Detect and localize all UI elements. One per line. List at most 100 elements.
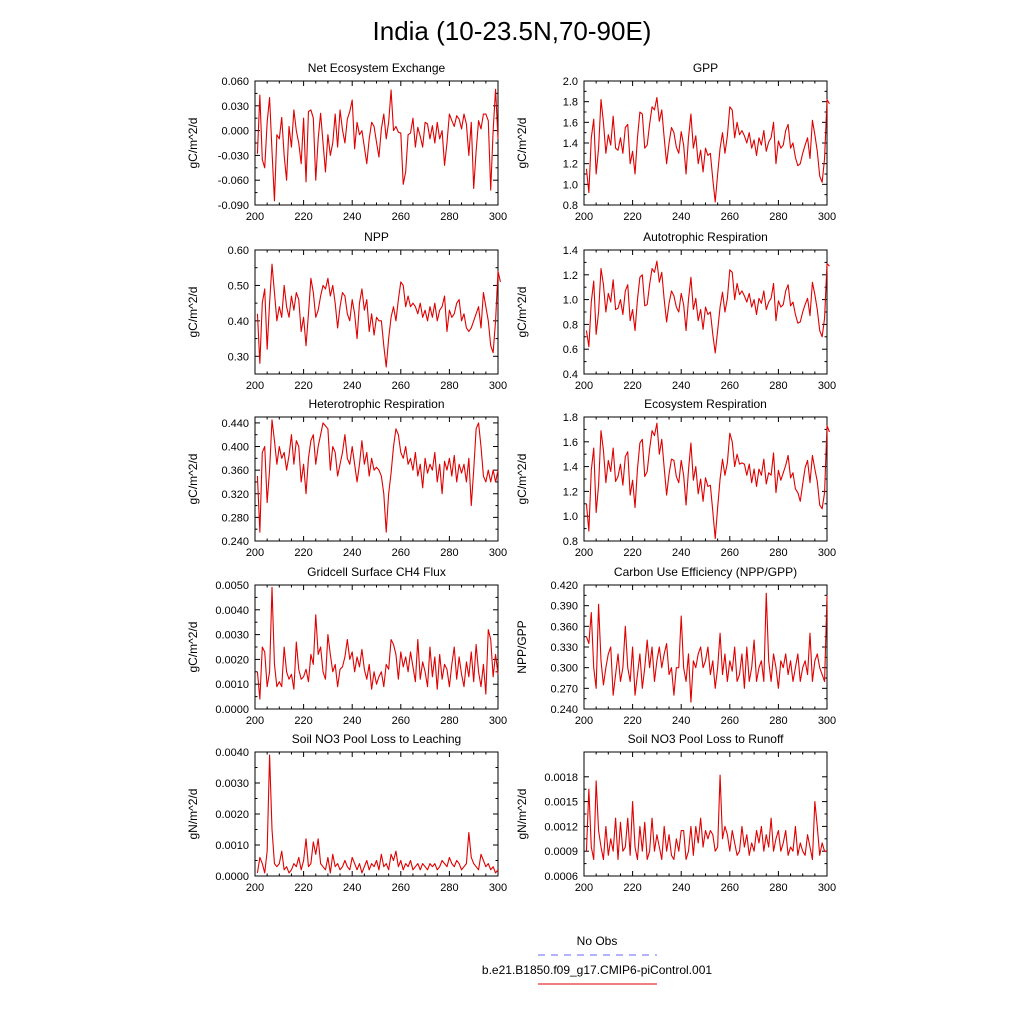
y-tick-label: 0.40: [228, 316, 249, 328]
x-tick-label: 240: [672, 882, 690, 894]
x-tick-label: 280: [440, 211, 458, 223]
y-tick-label: 0.6: [563, 344, 578, 356]
x-tick-label: 280: [440, 882, 458, 894]
x-tick-label: 300: [489, 715, 507, 727]
x-tick-label: 260: [721, 715, 739, 727]
series-line: [256, 586, 499, 700]
chart-panel: Ecosystem Respiration 200 220 240 260 280 300 0…: [515, 397, 836, 559]
y-tick-label: 0.440: [221, 418, 249, 430]
x-tick-label: 200: [575, 547, 593, 559]
series-line: [256, 419, 499, 533]
panel-title: Gridcell Surface CH4 Flux: [307, 565, 446, 579]
y-tick-label: 0.0000: [215, 704, 249, 716]
y-tick-label: 1.4: [563, 245, 578, 257]
y-tick-label: 0.240: [550, 704, 578, 716]
y-tick-label: 1.0: [563, 511, 578, 523]
panel-title: Autotrophic Respiration: [643, 230, 768, 244]
x-tick-label: 240: [672, 380, 690, 392]
series-line: [256, 88, 499, 202]
x-tick-label: 280: [440, 715, 458, 727]
y-axis-label: NPP/GPP: [515, 620, 529, 673]
x-tick-label: 220: [294, 715, 312, 727]
y-tick-label: 1.6: [563, 437, 578, 449]
x-tick-label: 280: [440, 380, 458, 392]
y-tick-label: 1.2: [563, 270, 578, 282]
y-tick-label: 0.60: [228, 245, 249, 257]
x-tick-label: 300: [818, 882, 836, 894]
x-tick-label: 300: [489, 547, 507, 559]
y-tick-label: 0.0006: [544, 871, 578, 883]
y-axis-label: gC/m^2/d: [186, 454, 200, 505]
y-tick-label: 0.50: [228, 280, 249, 292]
y-tick-label: 0.320: [221, 489, 249, 501]
y-tick-label: 2.0: [563, 76, 578, 88]
y-tick-label: -0.060: [218, 175, 249, 187]
series-line: [585, 592, 828, 703]
x-tick-label: 240: [343, 715, 361, 727]
y-tick-label: 0.360: [550, 621, 578, 633]
x-tick-label: 260: [721, 211, 739, 223]
x-tick-label: 300: [489, 882, 507, 894]
y-tick-label: 0.0040: [215, 605, 249, 617]
panel-title: Soil NO3 Pool Loss to Leaching: [292, 732, 461, 746]
y-axis-label: gC/m^2/d: [515, 454, 529, 505]
chart-panel: Soil NO3 Pool Loss to Runoff 200 220 240 260…: [515, 732, 836, 894]
y-tick-label: 0.0009: [544, 846, 578, 858]
x-tick-label: 260: [392, 211, 410, 223]
y-tick-label: 1.2: [563, 486, 578, 498]
x-tick-label: 240: [343, 380, 361, 392]
y-tick-label: 0.0030: [215, 778, 249, 790]
panel-title: Ecosystem Respiration: [644, 397, 767, 411]
panel-title: NPP: [364, 230, 389, 244]
x-tick-label: 200: [575, 380, 593, 392]
series-line: [585, 260, 830, 354]
y-tick-label: 1.0: [563, 179, 578, 191]
x-tick-label: 260: [392, 380, 410, 392]
y-tick-label: 0.0018: [544, 772, 578, 784]
x-tick-label: 300: [818, 211, 836, 223]
chart-panel: Soil NO3 Pool Loss to Leaching 200 220 240 2…: [186, 732, 507, 894]
x-tick-label: 240: [672, 715, 690, 727]
x-tick-label: 220: [623, 882, 641, 894]
x-tick-label: 280: [769, 715, 787, 727]
y-tick-label: 1.8: [563, 412, 578, 424]
y-axis-label: gC/m^2/d: [186, 622, 200, 673]
x-tick-label: 240: [343, 547, 361, 559]
x-tick-label: 300: [818, 715, 836, 727]
y-axis-label: gN/m^2/d: [186, 789, 200, 840]
x-tick-label: 260: [721, 547, 739, 559]
y-tick-label: 0.0020: [215, 809, 249, 821]
y-tick-label: 0.0015: [544, 797, 578, 809]
x-tick-label: 220: [623, 547, 641, 559]
y-tick-label: 0.0020: [215, 654, 249, 666]
y-tick-label: 0.060: [221, 76, 249, 88]
chart-panel: Autotrophic Respiration 200 220 240 260 280 30…: [515, 230, 836, 392]
x-tick-label: 300: [818, 547, 836, 559]
x-tick-label: 220: [623, 211, 641, 223]
x-tick-label: 300: [489, 211, 507, 223]
y-tick-label: 1.4: [563, 138, 578, 150]
y-axis-label: gC/m^2/d: [186, 118, 200, 169]
x-tick-label: 260: [392, 547, 410, 559]
legend-obs-label: No Obs: [577, 934, 618, 948]
series-line: [585, 422, 830, 540]
y-tick-label: 0.8: [563, 319, 578, 331]
series-line: [585, 774, 827, 861]
y-tick-label: 0.400: [221, 442, 249, 454]
y-tick-label: 0.0040: [215, 747, 249, 759]
x-tick-label: 260: [392, 882, 410, 894]
y-tick-label: -0.030: [218, 150, 249, 162]
y-tick-label: 0.0000: [215, 871, 249, 883]
series-line: [256, 754, 499, 874]
y-tick-label: 0.0010: [215, 679, 249, 691]
x-tick-label: 220: [294, 882, 312, 894]
y-tick-label: 0.270: [550, 683, 578, 695]
y-tick-label: 1.8: [563, 97, 578, 109]
x-tick-label: 200: [575, 882, 593, 894]
x-tick-label: 260: [721, 380, 739, 392]
y-tick-label: 0.300: [550, 663, 578, 675]
y-tick-label: 0.8: [563, 200, 578, 212]
x-tick-label: 200: [575, 715, 593, 727]
y-tick-label: 0.240: [221, 536, 249, 548]
x-tick-label: 200: [575, 211, 593, 223]
